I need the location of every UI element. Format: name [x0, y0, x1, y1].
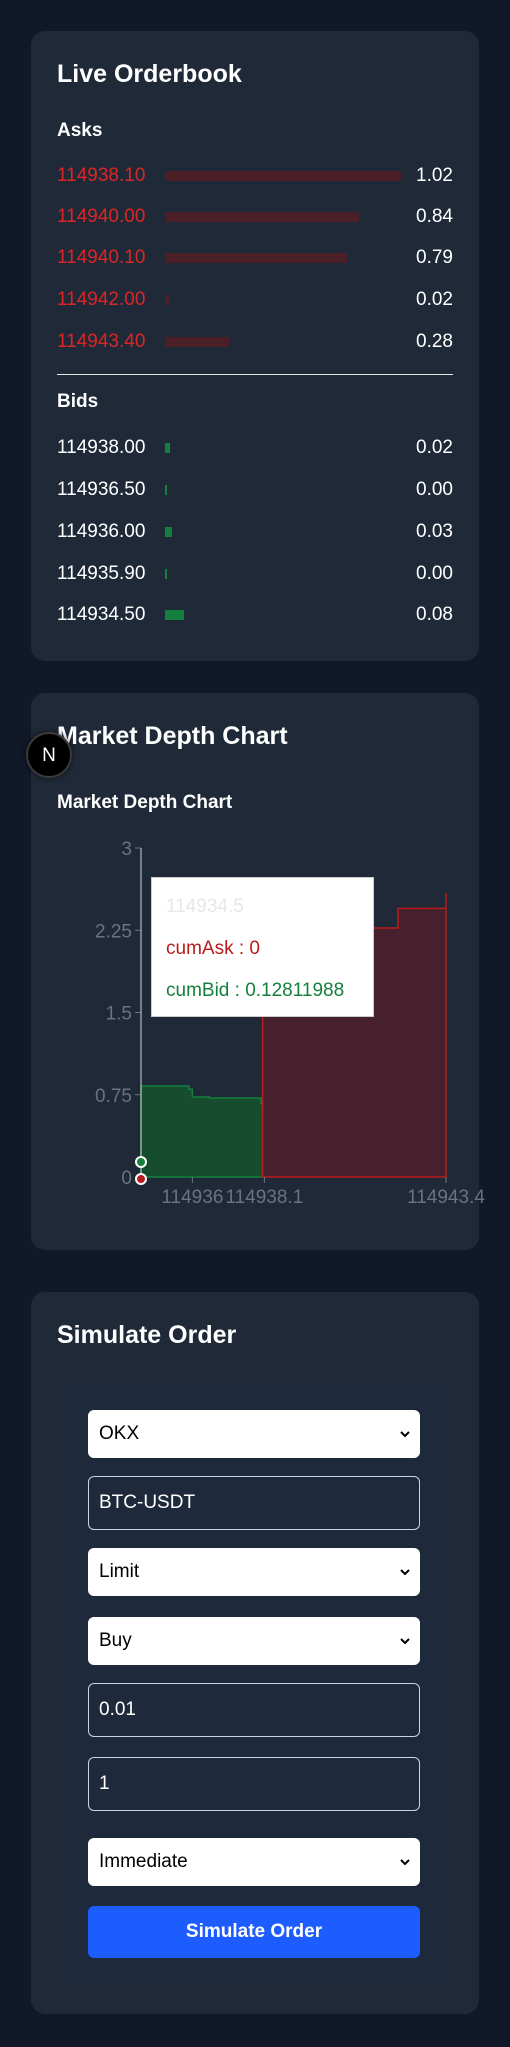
simulate-order-button[interactable]: Simulate Order	[88, 1906, 420, 1958]
tooltip-cumbid: cumBid : 0.12811988	[166, 980, 345, 1001]
ask-active-dot	[135, 1173, 147, 1185]
simulate-form: OKX BTC-USDT Limit Buy 0.01 1 Immediate …	[57, 1382, 453, 1986]
bid-price: 114935.90	[57, 563, 146, 584]
depth-chart-svg: 0 0.75 1.5 2.25 3 114936 114938.1 114943.4	[95, 839, 485, 1208]
y-tick-label: 0.75	[95, 1086, 132, 1107]
bid-depth-bar	[165, 527, 172, 537]
bids-heading: Bids	[57, 391, 99, 412]
y-tick-label: 2.25	[95, 921, 132, 942]
ask-price: 114940.00	[57, 206, 146, 227]
timing-select[interactable]: Immediate	[88, 1838, 420, 1886]
bid-price: 114936.00	[57, 521, 146, 542]
bid-depth-bar	[165, 569, 167, 579]
tooltip-label: 114934.5	[166, 896, 244, 917]
quantity-input[interactable]: 0.01	[88, 1683, 420, 1737]
ask-price: 114943.40	[57, 331, 146, 352]
x-tick-label: 114936	[161, 1187, 223, 1208]
order-type-select[interactable]: Limit	[88, 1548, 420, 1596]
bid-active-dot	[135, 1156, 147, 1168]
price-input[interactable]: 1	[88, 1757, 420, 1811]
chevron-down-icon	[400, 1431, 410, 1438]
chevron-down-icon	[400, 1859, 410, 1866]
timing-value: Immediate	[99, 1851, 188, 1872]
chart-tooltip: 114934.5 cumAsk : 0 cumBid : 0.12811988	[151, 877, 374, 1017]
ask-row: 114942.00 0.02	[57, 285, 453, 315]
chevron-down-icon	[400, 1638, 410, 1645]
quantity-value: 0.01	[99, 1699, 136, 1720]
bid-depth-bar	[165, 610, 184, 620]
bid-row: 114936.00 0.03	[57, 517, 453, 547]
price-value: 1	[99, 1773, 110, 1794]
bid-price: 114936.50	[57, 479, 146, 500]
ask-depth-bar	[165, 212, 359, 222]
asks-heading: Asks	[57, 120, 103, 141]
orderbook-divider	[57, 374, 453, 375]
bid-row: 114935.90 0.00	[57, 559, 453, 589]
ask-qty: 1.02	[416, 165, 453, 186]
simulate-title: Simulate Order	[57, 1321, 237, 1349]
ask-depth-bar	[165, 295, 170, 305]
venue-value: OKX	[99, 1423, 140, 1444]
bid-depth-bar	[165, 485, 167, 495]
next-logo-icon[interactable]: N	[26, 732, 72, 778]
ask-depth-bar	[165, 171, 401, 181]
bid-qty: 0.03	[416, 521, 453, 542]
ask-qty: 0.28	[416, 331, 453, 352]
chart-title: Market Depth Chart	[57, 792, 233, 813]
depth-card-title: Market Depth Chart	[57, 722, 288, 750]
ask-price: 114942.00	[57, 289, 146, 310]
x-tick-label: 114943.4	[407, 1187, 485, 1208]
orderbook-card: Live Orderbook Asks 114938.10 1.02 11494…	[31, 31, 479, 661]
ask-qty: 0.84	[416, 206, 453, 227]
bid-depth-area	[140, 1085, 264, 1178]
bid-row: 114938.00 0.02	[57, 433, 453, 463]
venue-select[interactable]: OKX	[88, 1410, 420, 1458]
x-tick-label: 114938.1	[225, 1187, 303, 1208]
ask-depth-bar	[165, 253, 347, 263]
chart-cursor	[135, 848, 147, 1185]
svg-text:N: N	[42, 745, 56, 766]
bid-depth-bar	[165, 443, 170, 453]
ask-price: 114940.10	[57, 247, 146, 268]
bid-price: 114938.00	[57, 437, 146, 458]
bid-qty: 0.08	[416, 604, 453, 625]
bid-price: 114934.50	[57, 604, 146, 625]
symbol-input[interactable]: BTC-USDT	[88, 1476, 420, 1530]
x-axis-ticks: 114936 114938.1 114943.4	[161, 1177, 485, 1208]
y-tick-label: 0	[121, 1168, 132, 1189]
ask-row: 114940.00 0.84	[57, 202, 453, 232]
y-axis-ticks: 0 0.75 1.5 2.25 3	[95, 839, 141, 1189]
side-select[interactable]: Buy	[88, 1617, 420, 1665]
ask-price: 114938.10	[57, 165, 146, 186]
side-value: Buy	[99, 1630, 132, 1651]
next-n-icon: N	[42, 745, 56, 766]
tooltip-cumask: cumAsk : 0	[166, 938, 260, 959]
chevron-down-icon	[400, 1569, 410, 1576]
ask-row: 114943.40 0.28	[57, 327, 453, 357]
ask-row: 114938.10 1.02	[57, 161, 453, 191]
bid-row: 114936.50 0.00	[57, 475, 453, 505]
order-type-value: Limit	[99, 1561, 140, 1582]
ask-qty: 0.02	[416, 289, 453, 310]
ask-qty: 0.79	[416, 247, 453, 268]
simulate-order-card: Simulate Order OKX BTC-USDT Limit Buy 0.…	[31, 1292, 479, 2014]
bid-qty: 0.00	[416, 479, 453, 500]
bid-qty: 0.02	[416, 437, 453, 458]
ask-row: 114940.10 0.79	[57, 243, 453, 273]
orderbook-title: Live Orderbook	[57, 60, 242, 88]
y-tick-label: 1.5	[106, 1004, 132, 1025]
bid-row: 114934.50 0.08	[57, 600, 453, 630]
ask-depth-bar	[165, 337, 229, 347]
bid-qty: 0.00	[416, 563, 453, 584]
y-tick-label: 3	[121, 839, 132, 860]
symbol-value: BTC-USDT	[99, 1492, 196, 1513]
